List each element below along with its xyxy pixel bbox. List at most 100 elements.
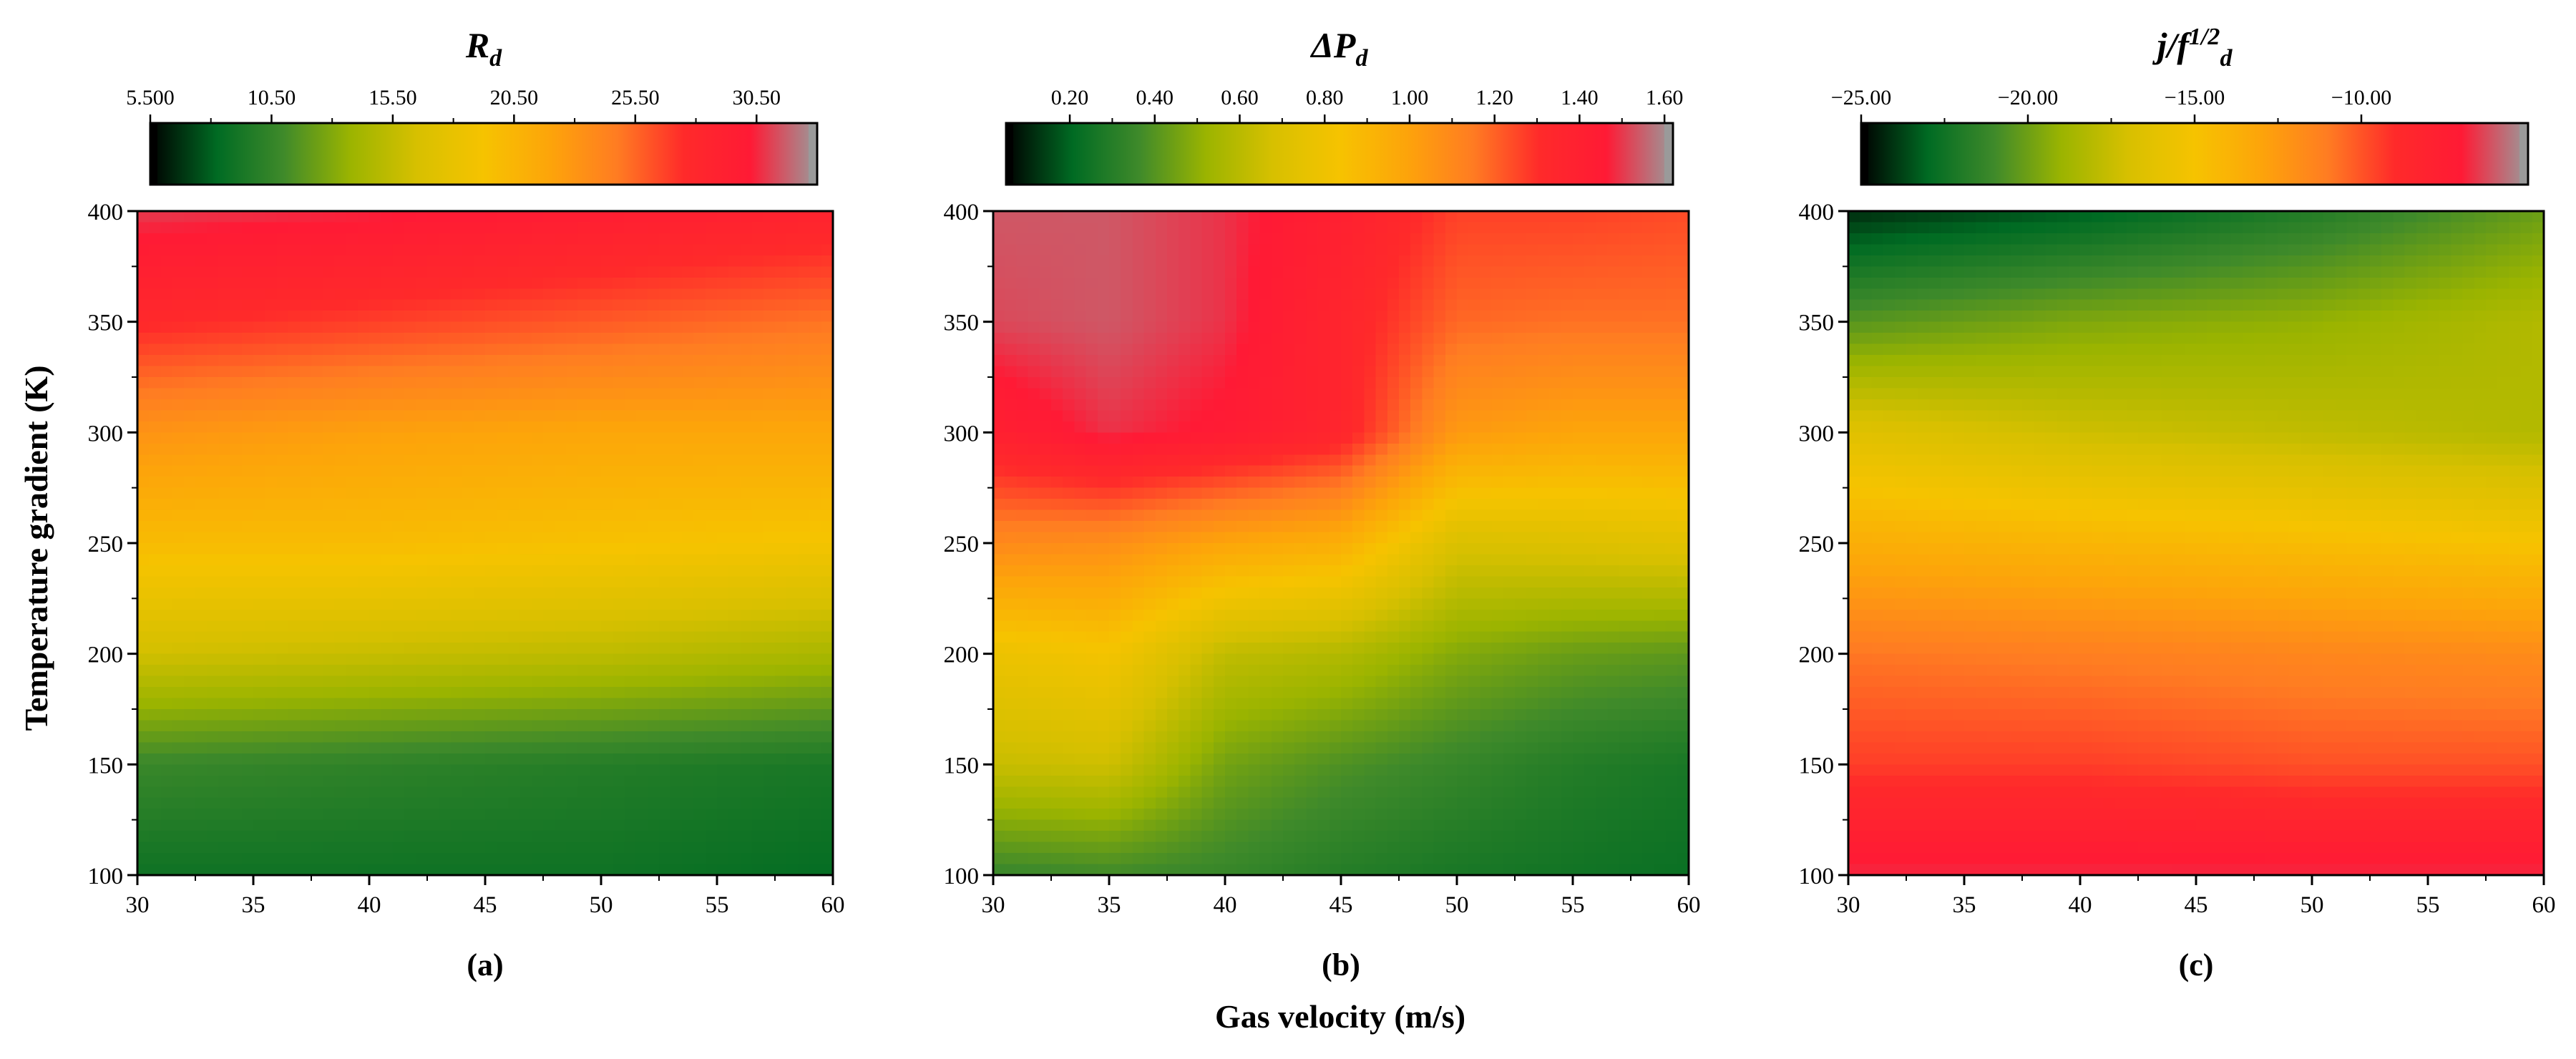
heatmap-cell — [1503, 244, 1516, 256]
heatmap-cell — [635, 742, 648, 754]
heatmap-cell — [543, 521, 555, 533]
heatmap-cell — [323, 410, 336, 422]
heatmap-cell — [473, 576, 486, 588]
heatmap-cell — [1491, 399, 1504, 411]
heatmap-cell — [1549, 421, 1562, 434]
heatmap-cell — [1596, 277, 1609, 290]
heatmap-cell — [647, 764, 660, 776]
heatmap-cell — [613, 477, 625, 489]
heatmap-cell — [450, 753, 463, 766]
heatmap-cell — [508, 521, 521, 533]
heatmap-cell — [265, 631, 278, 643]
heatmap-cell — [508, 609, 521, 622]
heatmap-cell — [1549, 443, 1562, 456]
heatmap-cell — [485, 698, 497, 710]
heatmap-cell — [1213, 443, 1226, 456]
heatmap-cell — [253, 731, 265, 743]
heatmap-cell — [323, 399, 336, 411]
heatmap-cell — [137, 609, 150, 622]
heatmap-cell — [276, 432, 289, 444]
heatmap-cell — [786, 841, 799, 854]
heatmap-cell — [1375, 410, 1388, 422]
heatmap-cell — [635, 753, 648, 766]
heatmap-cell — [323, 477, 336, 489]
heatmap-cell — [1190, 443, 1203, 456]
heatmap-cell — [427, 321, 439, 333]
heatmap-cell — [589, 841, 602, 854]
heatmap-cell — [624, 631, 637, 643]
heatmap-cell — [404, 399, 416, 411]
heatmap-cell — [566, 841, 579, 854]
heatmap-cell — [195, 432, 208, 444]
heatmap-cell — [404, 499, 416, 511]
heatmap-cell — [693, 576, 706, 588]
heatmap-cell — [288, 277, 301, 290]
heatmap-cell — [682, 631, 695, 643]
heatmap-cell — [531, 509, 544, 522]
heatmap-cell — [809, 421, 822, 434]
heatmap-cell — [1549, 244, 1562, 256]
heatmap-cell — [357, 477, 370, 489]
heatmap-cell — [276, 477, 289, 489]
heatmap-cell — [183, 731, 196, 743]
heatmap-cell — [682, 841, 695, 854]
heatmap-cell — [1063, 222, 1075, 234]
heatmap-cell — [613, 421, 625, 434]
heatmap-cell — [172, 521, 185, 533]
heatmap-cell — [299, 222, 312, 234]
heatmap-cell — [1225, 443, 1237, 456]
heatmap-cell — [1468, 432, 1481, 444]
heatmap-cell — [589, 388, 602, 400]
heatmap-cell — [1121, 311, 1133, 323]
heatmap-cell — [149, 333, 162, 345]
heatmap-cell — [705, 454, 718, 467]
heatmap-cell — [1213, 222, 1226, 234]
heatmap-cell — [705, 853, 718, 865]
heatmap-cell — [381, 831, 394, 843]
heatmap-cell — [462, 853, 474, 865]
heatmap-cell — [276, 410, 289, 422]
heatmap-cell — [1491, 377, 1504, 389]
heatmap-cell — [241, 222, 254, 234]
heatmap-cell — [693, 587, 706, 600]
heatmap-cell — [1329, 266, 1342, 278]
heatmap-cell — [751, 333, 764, 345]
heatmap-cell — [473, 388, 486, 400]
heatmap-cell — [276, 244, 289, 256]
heatmap-cell — [809, 742, 822, 754]
heatmap-cell — [1016, 266, 1029, 278]
heatmap-cell — [427, 643, 439, 655]
heatmap-cell — [705, 841, 718, 854]
heatmap-cell — [508, 731, 521, 743]
colorbar-tick-label: 30.50 — [733, 86, 781, 109]
heatmap-cell — [647, 321, 660, 333]
heatmap-cell — [543, 288, 555, 301]
heatmap-cell — [508, 266, 521, 278]
heatmap-cell — [566, 609, 579, 622]
heatmap-cell — [1619, 355, 1631, 367]
heatmap-cell — [381, 809, 394, 821]
heatmap-cell — [230, 321, 243, 333]
heatmap-cell — [334, 786, 347, 799]
heatmap-cell — [1468, 288, 1481, 301]
heatmap-cell — [1387, 277, 1400, 290]
heatmap-cell — [821, 665, 834, 677]
heatmap-cell — [717, 388, 729, 400]
heatmap-cell — [1584, 443, 1597, 456]
heatmap-cell — [566, 311, 579, 323]
heatmap-cell — [508, 388, 521, 400]
heatmap-cell — [369, 532, 381, 544]
heatmap-cell — [1596, 377, 1609, 389]
heatmap-cell — [647, 643, 660, 655]
heatmap-cell — [473, 499, 486, 511]
heatmap-cell — [1341, 255, 1353, 268]
heatmap-cell — [589, 377, 602, 389]
heatmap-cell — [566, 443, 579, 456]
heatmap-cell — [462, 786, 474, 799]
heatmap-cell — [299, 853, 312, 865]
heatmap-cell — [531, 388, 544, 400]
heatmap-cell — [207, 421, 220, 434]
heatmap-cell — [821, 797, 834, 809]
heatmap-cell — [555, 853, 567, 865]
heatmap-cell — [647, 864, 660, 876]
